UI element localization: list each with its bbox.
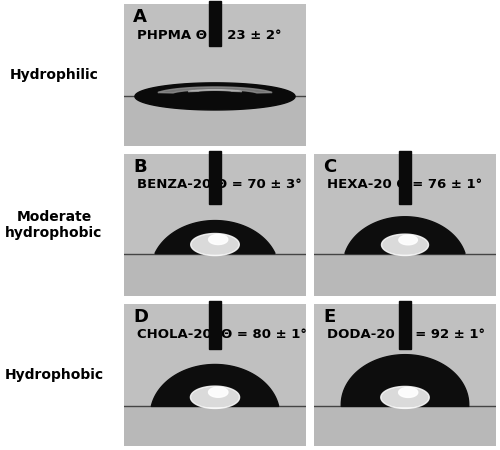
Polygon shape — [399, 235, 417, 245]
Bar — [124, 253, 306, 297]
Text: Moderate
hydrophobic: Moderate hydrophobic — [6, 210, 102, 240]
Text: HEXA-20 Θ = 76 ± 1°: HEXA-20 Θ = 76 ± 1° — [326, 178, 482, 191]
Text: C: C — [323, 158, 336, 176]
Polygon shape — [188, 90, 242, 92]
Text: Hydrophobic: Hydrophobic — [4, 368, 103, 382]
Bar — [399, 301, 411, 349]
Bar — [314, 253, 496, 297]
Polygon shape — [152, 364, 278, 406]
Text: DODA-20 Θ = 92 ± 1°: DODA-20 Θ = 92 ± 1° — [326, 328, 484, 341]
Polygon shape — [208, 387, 228, 397]
Text: D: D — [133, 308, 148, 326]
Polygon shape — [135, 83, 295, 110]
Text: A: A — [133, 8, 147, 26]
Bar — [209, 151, 221, 203]
Bar — [314, 406, 496, 446]
Polygon shape — [345, 217, 465, 253]
Text: B: B — [133, 158, 146, 176]
Polygon shape — [381, 387, 429, 409]
Bar — [399, 151, 411, 203]
Text: E: E — [323, 308, 336, 326]
Polygon shape — [382, 234, 428, 256]
Bar — [124, 96, 306, 146]
Polygon shape — [155, 220, 275, 253]
Bar — [124, 406, 306, 446]
Polygon shape — [342, 355, 468, 406]
Text: BENZA-20 Θ = 70 ± 3°: BENZA-20 Θ = 70 ± 3° — [136, 178, 302, 191]
Text: Hydrophilic: Hydrophilic — [10, 68, 99, 82]
Polygon shape — [190, 234, 240, 256]
Text: PHPMA Θ = 23 ± 2°: PHPMA Θ = 23 ± 2° — [136, 29, 281, 42]
Bar — [209, 301, 221, 349]
Polygon shape — [158, 87, 272, 93]
Polygon shape — [398, 387, 417, 397]
Bar — [209, 1, 221, 46]
Text: CHOLA-20  Θ = 80 ± 1°: CHOLA-20 Θ = 80 ± 1° — [136, 328, 306, 341]
Polygon shape — [208, 234, 228, 244]
Polygon shape — [190, 386, 240, 409]
